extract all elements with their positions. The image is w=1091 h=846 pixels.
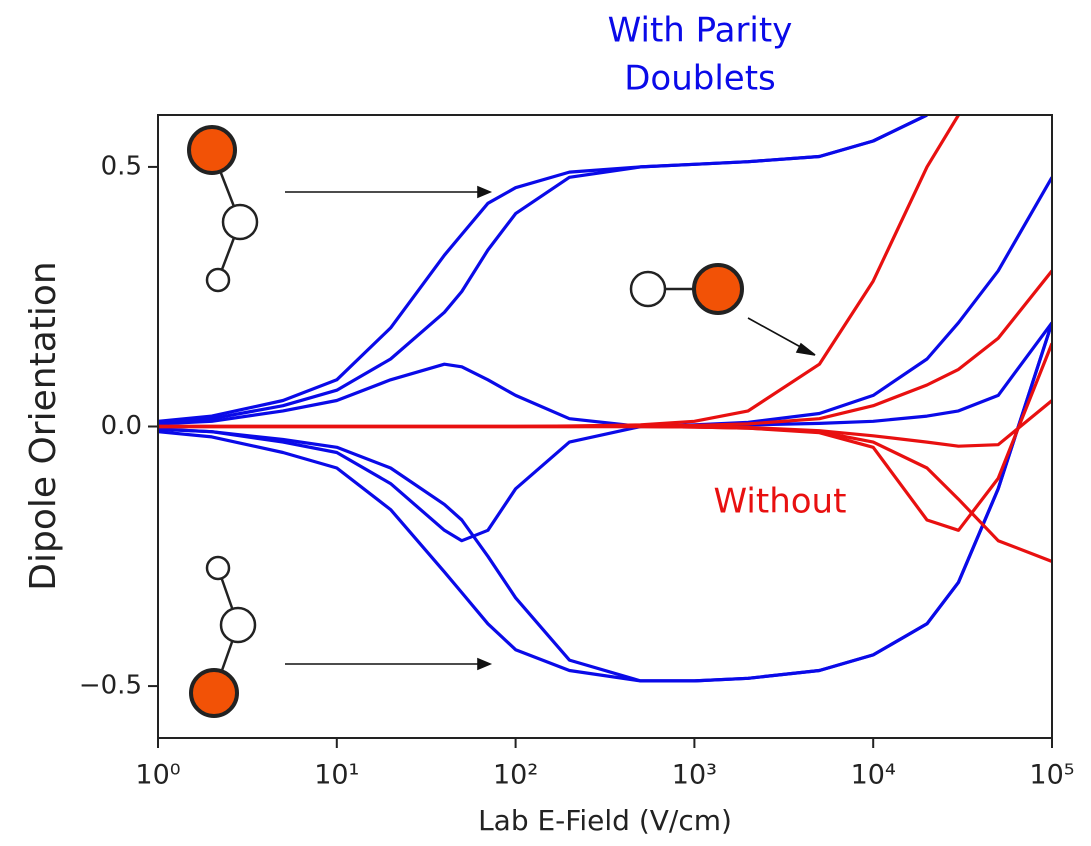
annotation: Without xyxy=(714,482,847,522)
x-tick-label: 10⁵ xyxy=(1029,760,1074,791)
data-line xyxy=(158,321,1052,543)
data-line xyxy=(158,176,1052,429)
data-line xyxy=(158,115,960,429)
data-line xyxy=(158,115,928,426)
x-axis-label: Lab E-Field (V/cm) xyxy=(478,804,732,837)
x-tick-label: 10⁴ xyxy=(851,760,896,791)
y-tick-label: −0.5 xyxy=(79,671,142,701)
x-tick-label: 10² xyxy=(493,760,538,791)
annotation: With Parity xyxy=(608,11,793,51)
y-tick-label: 0.0 xyxy=(101,411,142,441)
data-line xyxy=(158,424,1052,563)
y-axis-label: Dipole Orientation xyxy=(23,261,64,590)
data-line xyxy=(158,342,1052,532)
x-tick-label: 10⁰ xyxy=(135,760,180,791)
x-tick-label: 10³ xyxy=(672,760,717,791)
arrows xyxy=(285,185,816,671)
y-tick-label: 0.5 xyxy=(101,151,142,181)
data-line xyxy=(158,115,928,423)
plot-lines xyxy=(158,115,1052,683)
data-line xyxy=(158,322,1052,683)
data-line xyxy=(158,322,1052,683)
x-tick-label: 10¹ xyxy=(314,760,359,791)
molecule-icons xyxy=(187,125,744,718)
annotation: Doublets xyxy=(624,59,776,99)
